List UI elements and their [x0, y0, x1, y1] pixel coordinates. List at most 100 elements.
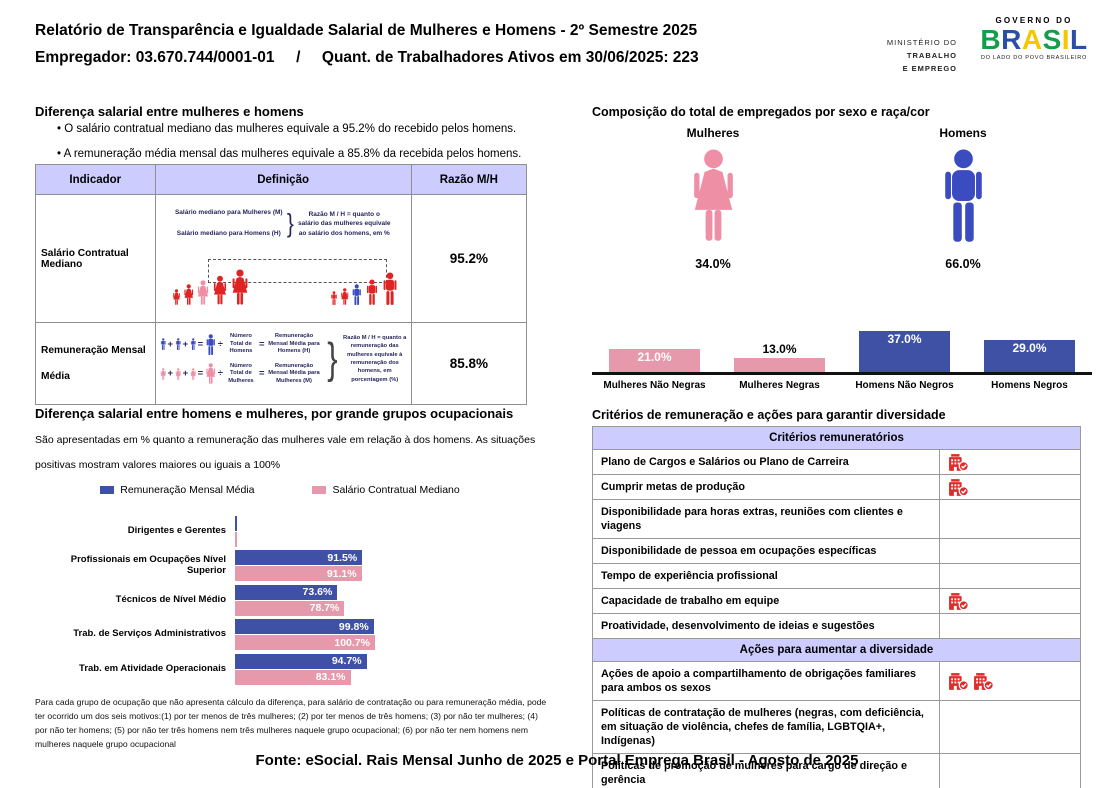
category-label: Homens Negros [991, 380, 1068, 391]
category-label: Profissionais em Ocupações Nível Superio… [70, 553, 226, 576]
criteria-label: Disponibilidade para horas extras, reuni… [593, 500, 940, 539]
ratio-mediano: 95.2% [410, 194, 528, 323]
chart-row: Técnicos de Nível Médio 73.6% 78.7% [35, 583, 535, 618]
composition-title: Composição do total de empregados por se… [592, 105, 930, 119]
brace-glyph: } [286, 208, 294, 239]
bar-value: 13.0% [762, 341, 797, 356]
company-check-icon [948, 478, 969, 496]
male-pct: 66.0% [945, 257, 981, 271]
brand-letter: S [1042, 24, 1062, 55]
category-label: Trab. de Serviços Administrativos [73, 628, 226, 640]
ratio-media: 85.8% [410, 322, 528, 405]
criteria-row: Disponibilidade de pessoa em ocupações e… [593, 539, 1080, 565]
criteria-label: Cumprir metas de produção [593, 475, 940, 500]
divide-sign: ÷ [217, 338, 223, 350]
gov-brand: BRASIL [972, 25, 1096, 54]
criteria-label: Capacidade de trabalho em equipe [593, 589, 940, 614]
bar-value: 37.0% [887, 332, 922, 347]
header-indicador: Indicador [35, 164, 156, 195]
criteria-value-cell [940, 589, 1080, 613]
brand-letter: B [980, 24, 1002, 55]
bar-group [235, 515, 535, 547]
composition-categories: Mulheres Não Negras Mulheres Negras Homens… [592, 375, 1092, 391]
bar-value: 91.1% [326, 567, 357, 580]
criteria-label: Políticas de contratação de mulheres (ne… [593, 701, 940, 754]
female-figure-icon [648, 148, 778, 247]
formula-rows: + + = ÷ Número Total de Homens = Remuner… [160, 333, 322, 385]
gov-brasil-logo: GOVERNO DO BRASIL DO LADO DO POVO BRASIL… [972, 16, 1096, 61]
gov-logo-top: GOVERNO DO [995, 16, 1073, 25]
female-pct: 34.0% [695, 257, 731, 271]
male-label: Homens [939, 126, 987, 140]
bar-value: 91.5% [327, 551, 358, 564]
plus-sign: + [182, 338, 189, 350]
equals-sign: = [197, 338, 204, 350]
header-definicao: Definição [154, 164, 412, 195]
legend-item-blue: Remuneração Mensal Média [100, 484, 254, 496]
bar-group: 73.6% 78.7% [235, 584, 535, 616]
criteria-value-cell [940, 701, 1080, 753]
women-group-icon [172, 269, 251, 305]
bar-value: 78.7% [309, 602, 340, 615]
bar-value: 100.7% [334, 636, 370, 649]
bar-value: 99.8% [338, 620, 369, 633]
salary-gap-bullets: O salário contratual mediano das mulhere… [57, 123, 522, 173]
company-check-icon [948, 592, 969, 610]
plus-sign: + [167, 368, 174, 380]
bullet-median-salary: O salário contratual mediano das mulhere… [57, 123, 521, 135]
bar: 21.0% [609, 348, 700, 372]
female-label: Mulheres [686, 126, 740, 140]
criteria-value-cell [940, 539, 1080, 563]
salary-gap-title: Diferença salarial entre mulheres e home… [35, 104, 304, 119]
media-note: Razão M / H = quanto a remuneração das m… [343, 334, 407, 383]
mediano-line-men: Salário mediano para Homens (H) [176, 229, 281, 237]
criteria-label: Disponibilidade de pessoa em ocupações e… [593, 539, 940, 564]
criteria-table: Critérios remuneratórios Plano de Cargos … [592, 426, 1081, 788]
bar: 37.0% [859, 331, 950, 372]
ministry-line1: MINISTÉRIO DO [886, 38, 957, 47]
bar: 78.7% [235, 600, 345, 616]
chart-legend: Remuneração Mensal Média Salário Contrat… [35, 484, 525, 496]
chart-slot: 13.0% [717, 342, 842, 372]
criteria-value-cell [940, 450, 1080, 474]
criteria-value-cell [940, 614, 1080, 638]
criteria-label: Tempo de experiência profissional [593, 564, 940, 589]
bar-group: 91.5% 91.1% [235, 550, 535, 582]
bar-group: 94.7% 83.1% [235, 653, 535, 685]
bar: 29.0% [984, 340, 1075, 372]
company-check-icon [973, 672, 994, 690]
company-check-icon [948, 672, 969, 690]
bar: 91.5% [235, 550, 363, 566]
criteria-row: Tempo de experiência profissional [593, 564, 1080, 590]
criteria-row: Políticas de contratação de mulheres (ne… [593, 701, 1080, 755]
bar [235, 531, 237, 547]
divide-sign: ÷ [217, 368, 223, 380]
criteria-label: Plano de Cargos e Salários ou Plano de C… [593, 450, 940, 475]
bar: 13.0% [734, 342, 825, 372]
criteria-row: Ações de apoio a compartilhamento de obr… [593, 662, 1080, 702]
plus-sign: + [167, 338, 174, 350]
bar [235, 515, 237, 531]
mediano-lines: Salário mediano para Mulheres (M) Salári… [175, 203, 283, 245]
bar: 73.6% [235, 584, 338, 600]
brand-letter: L [1070, 24, 1088, 55]
table-row: Salário Contratual Mediano Salário media… [35, 194, 528, 323]
criteria-section-header: Ações para aumentar a diversidade [593, 639, 1080, 663]
category-label: Técnicos de Nível Médio [115, 593, 226, 605]
criteria-value-cell [940, 475, 1080, 499]
category-label: Mulheres Negras [739, 380, 820, 391]
formula-men: + + = ÷ Número Total de Homens = Remuner… [160, 333, 322, 356]
report-header: Relatório de Transparência e Igualdade S… [35, 22, 699, 67]
occupational-footnote: Para cada grupo de ocupação que não apre… [35, 697, 547, 749]
criteria-row: Disponibilidade para horas extras, reuni… [593, 500, 1080, 540]
chart-row: Profissionais em Ocupações Nível Superio… [35, 549, 535, 584]
table-row: Remuneração Mensal Média + + = ÷ [35, 322, 528, 405]
criteria-row: Cumprir metas de produção [593, 475, 1080, 501]
ministry-line2: TRABALHO [906, 51, 957, 61]
men-group-icon [330, 272, 399, 305]
ministry-line3: E EMPREGO [902, 64, 957, 74]
source-footer: Fonte: eSocial. Rais Mensal Junho de 202… [255, 752, 859, 769]
bar: 94.7% [235, 653, 367, 669]
table-header-row: Indicador Definição Razão M/H [35, 164, 528, 195]
